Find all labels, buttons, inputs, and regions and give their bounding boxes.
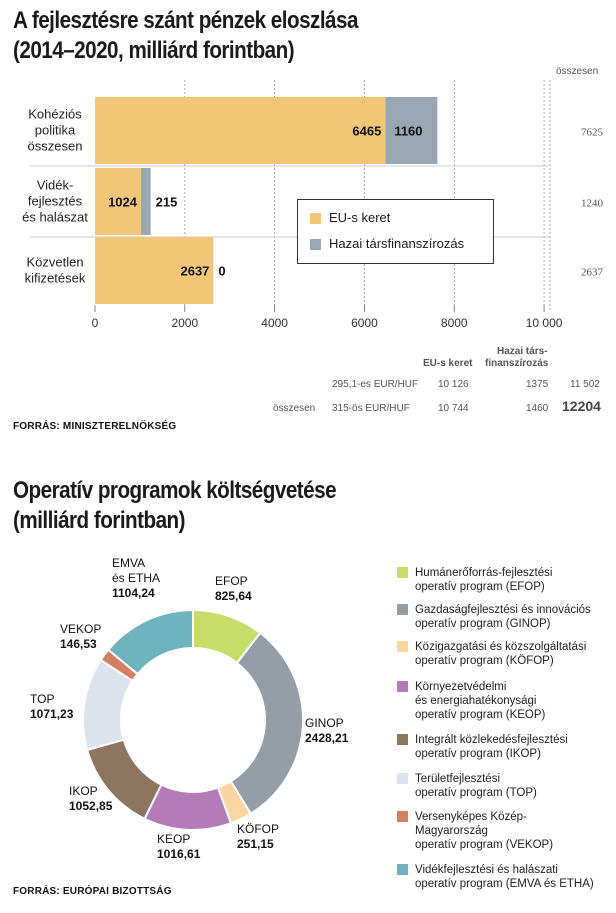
legend-swatch-ginop	[397, 604, 408, 615]
table-row1-sum: 11 502	[570, 379, 600, 390]
slice-label-efop: EFOP 825,64	[215, 574, 252, 603]
slice-label-ikop: IKOP 1052,85	[69, 784, 113, 813]
table-header-hazai-2: finanszírozás	[485, 358, 549, 369]
tick-label-x: 8000	[441, 316, 468, 330]
chart2-title: Operatív programok költségvetése	[13, 477, 337, 504]
tick-label-x: 0	[92, 316, 99, 330]
legend-swatch-hazai	[310, 239, 321, 251]
chart2-source: FORRÁS: EURÓPAI BIZOTTSÁG	[13, 886, 172, 897]
row-total: 7625	[581, 127, 604, 139]
legend-swatch-keop	[397, 681, 408, 692]
bar-eu	[95, 97, 386, 164]
bar-value-hazai: 0	[218, 264, 225, 279]
slice-label-kofop: KÖFOP 251,15	[237, 822, 280, 851]
donut-legend-kofop: Közigazgatási és közszolgáltatási operatí…	[397, 640, 612, 668]
chart1-source: FORRÁS: MINISZTERELNÖKSÉG	[13, 421, 177, 432]
legend-swatch-top	[397, 773, 408, 784]
table-row2-eu: 10 744	[438, 403, 469, 414]
table-row2-sum: 12204	[562, 398, 601, 414]
bar-hazai	[140, 168, 151, 235]
legend-swatch-efop	[397, 567, 408, 578]
slice-label-vekop: VEKOP 146,53	[60, 622, 102, 651]
bar-value-hazai: 1160	[394, 124, 422, 139]
table-row1-rate: 295,1-es EUR/HUF	[332, 379, 419, 390]
table-row1-eu: 10 126	[438, 379, 469, 390]
table-header-eu: EU-s keret	[423, 358, 473, 369]
tick-label-x: 2000	[171, 316, 198, 330]
donut-legend-efop: Humánerőforrás-fejlesztési operatív progr…	[397, 566, 612, 593]
category-label: Vidék-fejlesztés és halászat	[22, 178, 88, 225]
legend-swatch-emva	[397, 864, 408, 875]
legend-label-eu: EU-s keret	[329, 210, 391, 225]
table-row1-hazai: 1375	[526, 379, 549, 390]
donut-slice-ginop	[229, 631, 304, 816]
row-total: 2637	[581, 267, 604, 279]
bar-eu	[95, 168, 141, 235]
chart1-title: A fejlesztésre szánt pénzek eloszlása	[13, 7, 358, 34]
tick-label-x: 10 000	[526, 316, 563, 330]
legend-swatch-ikop	[397, 734, 408, 745]
legend-swatch-eu	[310, 213, 321, 225]
chart1-subtitle: (2014–2020, milliárd forintban)	[13, 37, 295, 64]
tick-label-x: 6000	[351, 316, 378, 330]
tick-label-x: 4000	[261, 316, 288, 330]
slice-label-ginop: GINOP 2428,21	[305, 716, 349, 745]
legend-label-hazai: Hazai társfinanszírozás	[329, 236, 465, 251]
slice-label-keop: KEOP 1016,61	[157, 832, 201, 861]
slice-label-top: TOP 1071,23	[30, 692, 74, 721]
bar-eu	[95, 237, 214, 304]
donut-legend-ikop: Integrált közlekedésfejlesztési operatív …	[397, 733, 612, 761]
donut-legend-top: Területfejlesztési operatív program (TOP)	[397, 772, 612, 800]
donut-legend-emva: Vidékfejlesztési és halászati operatív pr…	[397, 863, 612, 891]
table-total-label: összesen	[273, 403, 316, 414]
bar-hazai	[385, 97, 438, 164]
donut-chart	[82, 608, 304, 831]
table-header-hazai-1: Hazai társ-	[497, 346, 548, 357]
bar-value-eu: 1024	[108, 195, 138, 210]
legend-item-eu: EU-s keret	[310, 210, 390, 225]
donut-slice-emva	[106, 608, 194, 676]
chart2-subtitle: (milliárd forintban)	[13, 507, 186, 534]
row-total: 1240	[581, 198, 604, 210]
legend-item-hazai: Hazai társfinanszírozás	[310, 236, 464, 251]
slice-label-emva: EMVA és ETHA 1104,24	[112, 556, 161, 600]
table-row2-rate: 315-ös EUR/HUF	[332, 403, 410, 414]
donut-legend-vekop: Versenyképes Közép- Magyarország operatív …	[397, 810, 612, 852]
donut-legend-ginop: Gazdaságfejlesztési és innovációs operatí…	[397, 603, 612, 631]
category-label: Kohéziós politika összesen	[28, 107, 83, 154]
bar-legend: EU-s keret Hazai társfinanszírozás	[297, 199, 494, 264]
bar-value-hazai: 215	[156, 195, 178, 210]
category-label: Közvetlen kifizetések	[25, 255, 86, 286]
legend-swatch-kofop	[397, 641, 408, 652]
donut-legend-keop: Környezetvédelmi és energiahatékonysági op…	[397, 680, 612, 722]
legend-swatch-vekop	[397, 811, 408, 822]
bar-chart: Kohéziós politika összesen 6465 1160 7625 Vidé…	[22, 80, 604, 330]
table-row2-hazai: 1460	[526, 403, 549, 414]
totals-header: összesen	[556, 66, 599, 77]
bar-value-eu: 2637	[180, 264, 209, 279]
bar-value-eu: 6465	[352, 124, 381, 139]
